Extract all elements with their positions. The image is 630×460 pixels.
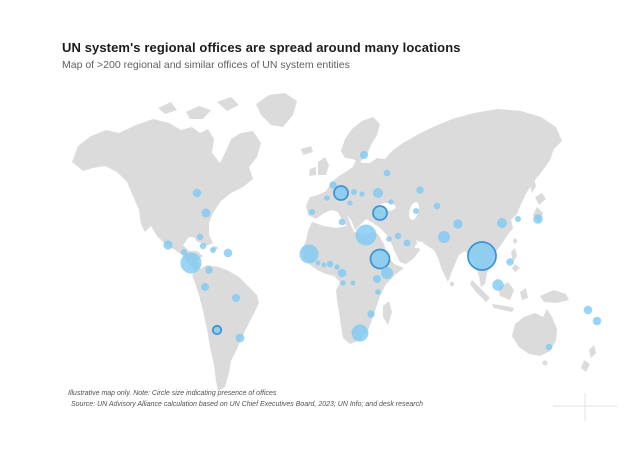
office-location-bubble bbox=[196, 233, 204, 241]
office-location-bubble bbox=[386, 236, 392, 242]
office-location-bubble bbox=[369, 248, 391, 270]
footnotes: Illustrative map only. Note: Circle size… bbox=[68, 388, 548, 410]
office-location-bubble bbox=[373, 275, 381, 283]
office-location-bubble bbox=[506, 258, 514, 266]
office-location-bubble bbox=[433, 202, 441, 210]
office-location-bubble bbox=[355, 224, 377, 246]
office-location-bubble bbox=[403, 239, 411, 247]
office-location-bubble bbox=[351, 189, 357, 195]
office-location-bubble bbox=[180, 252, 202, 274]
office-location-bubble bbox=[201, 208, 211, 218]
office-location-bubble bbox=[201, 283, 209, 291]
office-location-bubble bbox=[315, 260, 321, 266]
world-map-land bbox=[72, 93, 596, 391]
office-location-bubble bbox=[373, 188, 383, 198]
office-location-bubble bbox=[375, 289, 381, 295]
office-location-bubble bbox=[394, 232, 402, 240]
office-location-bubble bbox=[416, 186, 424, 194]
office-location-bubble bbox=[192, 188, 202, 198]
office-location-bubble bbox=[453, 219, 463, 229]
office-location-bubble bbox=[350, 280, 356, 286]
office-location-bubble bbox=[492, 279, 504, 291]
office-location-bubble bbox=[383, 169, 391, 177]
figure-header: UN system's regional offices are spread … bbox=[62, 40, 582, 73]
office-location-bubble bbox=[329, 181, 337, 189]
office-location-bubble bbox=[211, 324, 223, 336]
map-note: Illustrative map only. Note: Circle size… bbox=[68, 390, 277, 397]
office-location-bubble bbox=[340, 280, 346, 286]
page-title: UN system's regional offices are spread … bbox=[62, 40, 461, 55]
crosshair-mark bbox=[553, 393, 617, 421]
office-location-bubble bbox=[497, 218, 507, 228]
office-location-bubble bbox=[467, 241, 497, 271]
office-location-bubble bbox=[515, 216, 521, 222]
office-location-bubble bbox=[223, 248, 233, 258]
office-location-bubble bbox=[360, 151, 368, 159]
office-location-bubble bbox=[359, 191, 365, 197]
office-location-bubble bbox=[413, 208, 419, 214]
office-location-bubble bbox=[583, 305, 593, 315]
office-location-bubble bbox=[381, 267, 393, 279]
office-location-bubble bbox=[388, 199, 394, 205]
office-location-bubble bbox=[438, 231, 450, 243]
office-location-bubble bbox=[592, 316, 602, 326]
office-location-bubble bbox=[351, 324, 369, 342]
office-location-bubble bbox=[372, 205, 388, 221]
office-location-bubble bbox=[347, 200, 353, 206]
source-note: Source: UN Advisory Alliance calculation… bbox=[71, 401, 423, 409]
page-subtitle: Map of >200 regional and similar offices… bbox=[62, 59, 350, 72]
office-location-bubble bbox=[163, 240, 173, 250]
office-location-bubble bbox=[210, 247, 216, 253]
office-location-bubble bbox=[235, 333, 245, 343]
office-location-bubble bbox=[181, 249, 187, 255]
office-location-bubble bbox=[533, 214, 543, 224]
office-location-bubble bbox=[309, 209, 315, 215]
office-location-bubble bbox=[337, 268, 347, 278]
office-location-bubble bbox=[324, 195, 330, 201]
office-location-bubble bbox=[199, 242, 207, 250]
office-location-bubble bbox=[334, 264, 340, 270]
office-location-bubble bbox=[299, 244, 319, 264]
office-location-bubble bbox=[545, 343, 553, 351]
office-location-bubble bbox=[338, 218, 346, 226]
office-location-bubble bbox=[232, 294, 240, 302]
office-location-bubble bbox=[326, 260, 334, 268]
office-location-bubble bbox=[205, 266, 213, 274]
office-location-bubble bbox=[321, 262, 327, 268]
office-location-bubble bbox=[367, 310, 375, 318]
office-location-bubble bbox=[333, 185, 349, 201]
bubbles-layer bbox=[163, 151, 602, 351]
